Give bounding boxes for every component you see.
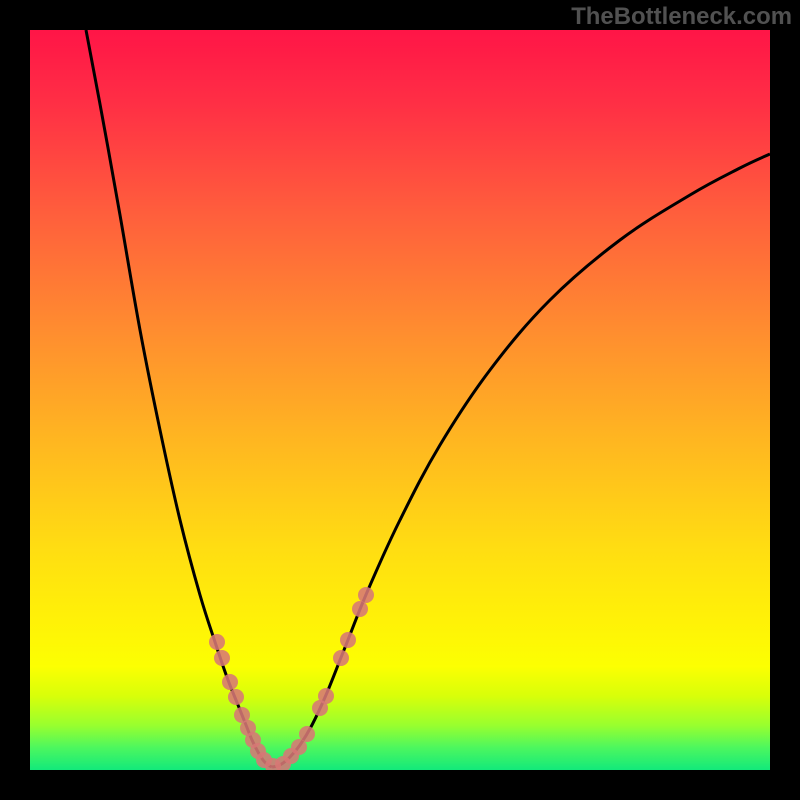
plot-background-gradient [30,30,770,770]
watermark-text: TheBottleneck.com [571,3,792,31]
chart-wrapper: TheBottleneck.com [0,0,800,800]
